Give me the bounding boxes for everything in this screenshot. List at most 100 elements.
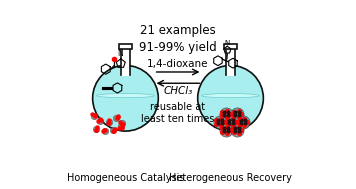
Point — [231, 110, 237, 113]
Point — [225, 114, 230, 117]
Point — [218, 117, 224, 120]
Point — [113, 116, 119, 119]
Point — [214, 122, 219, 125]
Point — [221, 111, 226, 114]
Point — [95, 126, 100, 129]
Circle shape — [198, 65, 263, 131]
Point — [99, 118, 104, 121]
Point — [230, 117, 236, 120]
Point — [239, 112, 244, 115]
Point — [106, 119, 112, 122]
Point — [224, 131, 230, 134]
Point — [221, 127, 226, 130]
Point — [97, 118, 103, 121]
Text: reusable at
least ten times: reusable at least ten times — [141, 102, 215, 124]
Point — [236, 115, 241, 118]
Point — [214, 118, 219, 121]
Point — [219, 119, 225, 122]
Point — [244, 120, 250, 123]
Point — [215, 122, 221, 125]
Point — [101, 129, 106, 132]
Point — [110, 129, 116, 132]
Point — [119, 123, 124, 126]
Text: 91-99% yield: 91-99% yield — [139, 41, 217, 54]
Point — [231, 130, 237, 133]
Point — [236, 130, 242, 133]
Point — [105, 121, 111, 124]
Point — [223, 112, 229, 115]
Point — [225, 111, 230, 114]
Point — [115, 116, 120, 119]
Point — [117, 120, 123, 123]
Point — [238, 119, 244, 122]
Point — [219, 110, 225, 113]
Point — [242, 119, 248, 122]
Point — [215, 119, 221, 122]
Point — [91, 115, 96, 118]
Point — [238, 122, 244, 125]
Point — [115, 115, 121, 118]
Text: CHCl₃: CHCl₃ — [163, 86, 193, 96]
Ellipse shape — [201, 94, 260, 98]
Point — [221, 120, 227, 123]
Point — [237, 122, 242, 125]
Point — [235, 112, 240, 115]
Point — [230, 123, 236, 126]
Point — [241, 123, 247, 126]
Point — [225, 127, 230, 130]
Point — [92, 114, 98, 117]
Point — [225, 130, 230, 133]
Point — [231, 119, 236, 122]
Point — [236, 111, 242, 114]
Point — [239, 128, 244, 131]
Point — [231, 122, 236, 125]
Text: 1,4-dioxane: 1,4-dioxane — [147, 60, 209, 70]
Text: N: N — [225, 40, 230, 46]
Point — [218, 123, 224, 126]
Point — [225, 118, 231, 121]
Point — [236, 131, 241, 134]
Bar — [226, 64, 235, 76]
Point — [221, 114, 226, 117]
Point — [232, 130, 238, 133]
Point — [231, 114, 237, 117]
Point — [100, 130, 106, 133]
Point — [106, 120, 111, 123]
Point — [106, 122, 112, 125]
Point — [119, 124, 125, 127]
Text: Heterogeneous Recovery: Heterogeneous Recovery — [169, 173, 292, 183]
Point — [119, 121, 125, 124]
Point — [102, 128, 108, 131]
Text: N: N — [118, 49, 124, 58]
Text: 21 examples: 21 examples — [140, 24, 216, 37]
Point — [225, 122, 231, 125]
Point — [120, 122, 126, 125]
Point — [224, 109, 230, 112]
Point — [119, 126, 125, 129]
Point — [102, 130, 108, 133]
Point — [219, 130, 225, 133]
Point — [235, 128, 240, 131]
Point — [227, 128, 232, 131]
Point — [97, 119, 103, 122]
Ellipse shape — [96, 94, 155, 98]
Point — [219, 126, 225, 129]
Polygon shape — [201, 96, 260, 115]
Point — [116, 127, 122, 130]
Bar — [119, 44, 132, 49]
Point — [241, 117, 247, 120]
Point — [219, 114, 225, 117]
Point — [236, 109, 241, 112]
Point — [242, 122, 248, 125]
Point — [223, 128, 229, 131]
Point — [227, 112, 232, 115]
Point — [89, 113, 95, 116]
Text: Homogeneous Catalysis: Homogeneous Catalysis — [67, 173, 184, 183]
Point — [92, 115, 98, 118]
Point — [118, 125, 124, 128]
Point — [227, 122, 232, 125]
Point — [229, 120, 234, 123]
Bar — [121, 64, 130, 76]
Point — [227, 119, 232, 122]
Point — [232, 127, 238, 130]
